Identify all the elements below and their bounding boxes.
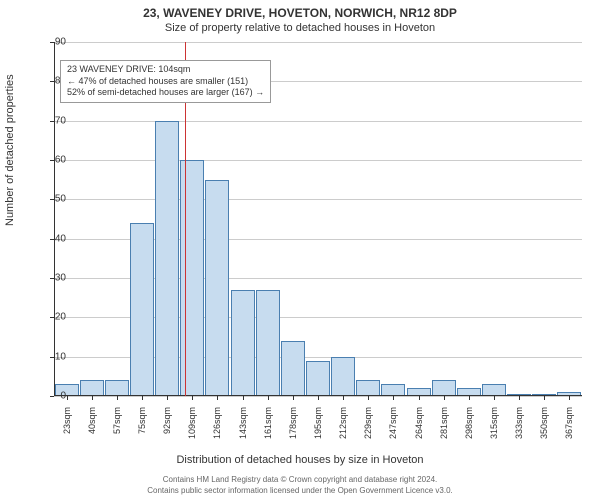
xtick-mark xyxy=(343,396,344,400)
histogram-bar xyxy=(105,380,129,396)
histogram-bar xyxy=(155,121,179,396)
xtick-mark xyxy=(67,396,68,400)
histogram-bar xyxy=(432,380,456,396)
ytick-label: 20 xyxy=(55,312,66,323)
ytick-mark xyxy=(50,239,54,240)
xtick-label: 247sqm xyxy=(388,407,398,447)
xtick-mark xyxy=(544,396,545,400)
grid-line xyxy=(54,42,582,43)
histogram-bar xyxy=(331,357,355,396)
xtick-mark xyxy=(142,396,143,400)
xtick-label: 40sqm xyxy=(87,407,97,447)
histogram-bar xyxy=(356,380,380,396)
xtick-mark xyxy=(494,396,495,400)
xtick-mark xyxy=(419,396,420,400)
xtick-label: 57sqm xyxy=(112,407,122,447)
xtick-mark xyxy=(92,396,93,400)
xtick-mark xyxy=(117,396,118,400)
ytick-mark xyxy=(50,121,54,122)
xtick-label: 195sqm xyxy=(313,407,323,447)
histogram-bar xyxy=(281,341,305,396)
xtick-label: 350sqm xyxy=(539,407,549,447)
xtick-label: 75sqm xyxy=(137,407,147,447)
xtick-label: 264sqm xyxy=(414,407,424,447)
y-axis-line xyxy=(54,42,55,396)
footer-line-1: Contains HM Land Registry data © Crown c… xyxy=(0,475,600,485)
ytick-mark xyxy=(50,396,54,397)
histogram-bar xyxy=(256,290,280,396)
ytick-mark xyxy=(50,278,54,279)
grid-line xyxy=(54,199,582,200)
xtick-mark xyxy=(293,396,294,400)
xtick-label: 315sqm xyxy=(489,407,499,447)
ytick-label: 40 xyxy=(55,233,66,244)
xtick-mark xyxy=(469,396,470,400)
xtick-mark xyxy=(368,396,369,400)
ytick-label: 60 xyxy=(55,155,66,166)
xtick-label: 229sqm xyxy=(363,407,373,447)
annotation-box: 23 WAVENEY DRIVE: 104sqm ← 47% of detach… xyxy=(60,60,271,103)
annotation-line-1: 23 WAVENEY DRIVE: 104sqm xyxy=(67,64,264,76)
chart-title-main: 23, WAVENEY DRIVE, HOVETON, NORWICH, NR1… xyxy=(0,6,600,20)
histogram-bar xyxy=(205,180,229,396)
xtick-label: 298sqm xyxy=(464,407,474,447)
xtick-mark xyxy=(393,396,394,400)
xtick-label: 281sqm xyxy=(439,407,449,447)
histogram-bar xyxy=(306,361,330,396)
xtick-mark xyxy=(167,396,168,400)
footer-line-2: Contains public sector information licen… xyxy=(0,486,600,496)
xtick-mark xyxy=(192,396,193,400)
xtick-label: 109sqm xyxy=(187,407,197,447)
xtick-label: 161sqm xyxy=(263,407,273,447)
ytick-label: 30 xyxy=(55,273,66,284)
ytick-label: 90 xyxy=(55,37,66,48)
xtick-label: 333sqm xyxy=(514,407,524,447)
annotation-line-3: 52% of semi-detached houses are larger (… xyxy=(67,87,264,99)
histogram-bar xyxy=(80,380,104,396)
histogram-bar xyxy=(231,290,255,396)
xtick-label: 212sqm xyxy=(338,407,348,447)
xtick-mark xyxy=(243,396,244,400)
ytick-label: 10 xyxy=(55,351,66,362)
xtick-label: 126sqm xyxy=(212,407,222,447)
xtick-label: 367sqm xyxy=(564,407,574,447)
xtick-label: 92sqm xyxy=(162,407,172,447)
grid-line xyxy=(54,121,582,122)
chart-title-sub: Size of property relative to detached ho… xyxy=(0,22,600,34)
grid-line xyxy=(54,160,582,161)
xtick-label: 178sqm xyxy=(288,407,298,447)
ytick-mark xyxy=(50,81,54,82)
histogram-bar xyxy=(180,160,204,396)
ytick-mark xyxy=(50,199,54,200)
footer-attribution: Contains HM Land Registry data © Crown c… xyxy=(0,475,600,496)
ytick-label: 50 xyxy=(55,194,66,205)
ytick-mark xyxy=(50,357,54,358)
histogram-bar xyxy=(130,223,154,396)
annotation-line-2: ← 47% of detached houses are smaller (15… xyxy=(67,76,264,88)
xtick-mark xyxy=(217,396,218,400)
ytick-label: 0 xyxy=(60,391,66,402)
xtick-mark xyxy=(569,396,570,400)
xtick-mark xyxy=(444,396,445,400)
xtick-label: 143sqm xyxy=(238,407,248,447)
xtick-mark xyxy=(519,396,520,400)
ytick-label: 70 xyxy=(55,115,66,126)
y-axis-label: Number of detached properties xyxy=(4,74,16,226)
histogram-chart: 23, WAVENEY DRIVE, HOVETON, NORWICH, NR1… xyxy=(0,0,600,500)
x-axis-label: Distribution of detached houses by size … xyxy=(0,454,600,466)
xtick-label: 23sqm xyxy=(62,407,72,447)
ytick-mark xyxy=(50,317,54,318)
ytick-mark xyxy=(50,160,54,161)
ytick-mark xyxy=(50,42,54,43)
xtick-mark xyxy=(318,396,319,400)
xtick-mark xyxy=(268,396,269,400)
